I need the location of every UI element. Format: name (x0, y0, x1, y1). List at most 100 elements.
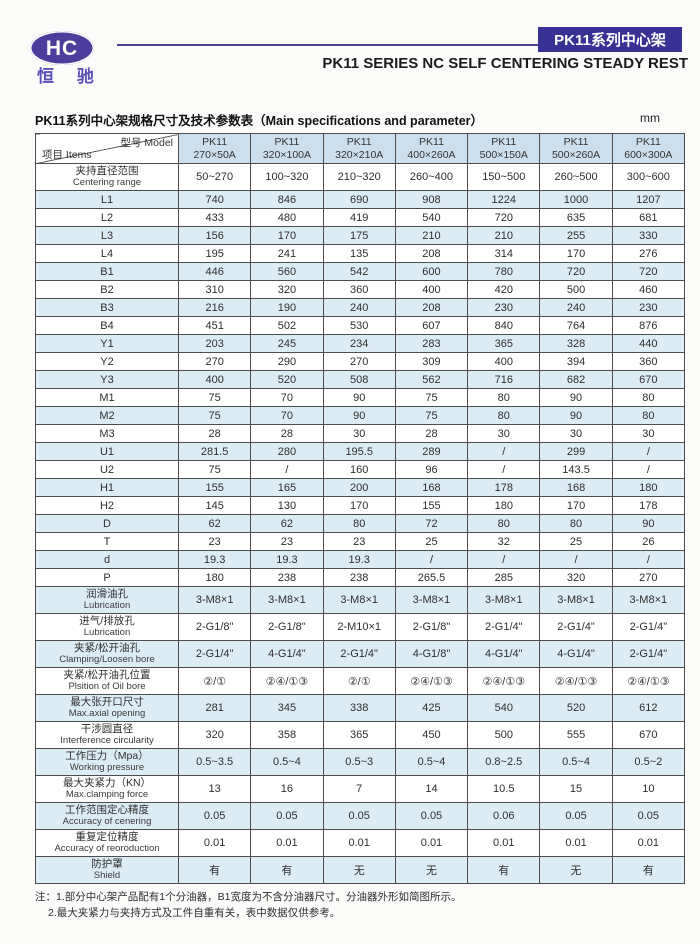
spec-cell: / (611, 442, 686, 461)
spec-cell: 无 (394, 856, 469, 884)
spec-cell: 80 (467, 388, 541, 407)
spec-cell: 90 (611, 514, 686, 533)
table-row: B4 451 502 530 607 840 764 876 (35, 316, 686, 335)
spec-cell: 0.06 (467, 802, 541, 830)
spec-cell: 635 (539, 208, 613, 227)
spec-cell: 365 (322, 721, 396, 749)
spec-cell: 23 (177, 532, 252, 551)
spec-cell: 0.01 (394, 829, 469, 857)
table-row: 夹持直径范围 Centering range 50~270 100~320 210~32… (35, 163, 686, 191)
row-label: Y1 (35, 334, 179, 353)
spec-cell: 10 (611, 775, 686, 803)
table-row: H1 155 165 200 168 178 168 180 (35, 478, 686, 497)
spec-cell: 562 (394, 370, 469, 389)
spec-cell: 155 (394, 496, 469, 515)
table-row: U2 75/160 96/143.5/ (35, 460, 686, 479)
spec-cell: 80 (467, 514, 541, 533)
row-label: D (35, 514, 179, 533)
spec-cell: 13 (177, 775, 252, 803)
spec-cell: 180 (611, 478, 686, 497)
spec-cell: 400 (177, 370, 252, 389)
table-row: P 180 238 238 265.5 285 320 270 (35, 568, 686, 587)
row-label: M2 (35, 406, 179, 425)
spec-cell: 178 (611, 496, 686, 515)
row-label: H2 (35, 496, 179, 515)
spec-cell: 203 (177, 334, 252, 353)
spec-cell: 168 (539, 478, 613, 497)
spec-cell: 2-G1/8" (394, 613, 469, 641)
logo-text: HC (45, 36, 79, 60)
spec-cell: ②④/①③ (467, 667, 541, 695)
spec-cell: 80 (322, 514, 396, 533)
table-row: L4 195 241 135 208 314 170 276 (35, 244, 686, 263)
spec-cell: 有 (611, 856, 686, 884)
row-label: B3 (35, 298, 179, 317)
spec-cell: 3-M8×1 (611, 586, 686, 614)
table-row: 夹紧/松开油孔 Clamping/Loosen bore 2-G1/4" 4-G1/4… (35, 640, 686, 668)
spec-cell: 520 (539, 694, 613, 722)
spec-cell: 0.5~4 (250, 748, 324, 776)
spec-cell: 234 (322, 334, 396, 353)
spec-cell: 23 (250, 532, 324, 551)
spec-cell: 0.05 (322, 802, 396, 830)
spec-cell: 450 (394, 721, 469, 749)
spec-cell: 1207 (611, 190, 686, 209)
spec-cell: 23 (322, 532, 396, 551)
spec-cell: 90 (539, 388, 613, 407)
spec-cell: 670 (611, 721, 686, 749)
spec-cell: 365 (467, 334, 541, 353)
spec-cell: 0.01 (467, 829, 541, 857)
spec-cell: 80 (611, 406, 686, 425)
spec-cell: 716 (467, 370, 541, 389)
spec-cell: 0.05 (611, 802, 686, 830)
spec-cell: 500 (539, 280, 613, 299)
spec-cell: 502 (250, 316, 324, 335)
spec-cell: 10.5 (467, 775, 541, 803)
row-label: 干涉圆直径 Interference circularity (35, 721, 179, 749)
spec-cell: ②④/①③ (611, 667, 686, 695)
row-label: U2 (35, 460, 179, 479)
table-row: B3 216 190 240 208 230 240 230 (35, 298, 686, 317)
spec-cell: 25 (394, 532, 469, 551)
spec-cell: 72 (394, 514, 469, 533)
spec-cell: 540 (467, 694, 541, 722)
table-row: L1 740 846 690 908 1224 1000 1207 (35, 190, 686, 209)
spec-cell: 2-G1/4" (467, 613, 541, 641)
spec-cell: 238 (322, 568, 396, 587)
spec-cell: 289 (394, 442, 469, 461)
spec-cell: 270 (611, 568, 686, 587)
spec-cell: 75 (177, 388, 252, 407)
spec-cell: 0.8~2.5 (467, 748, 541, 776)
spec-cell: 30 (539, 424, 613, 443)
spec-cell: 314 (467, 244, 541, 263)
row-label: 重复定位精度 Accuracy of reoroduction (35, 829, 179, 857)
corner-items-label: 项目 Items (42, 149, 92, 161)
spec-cell: 90 (322, 388, 396, 407)
spec-cell: 270 (322, 352, 396, 371)
table-row: Y1 203 245 234 283 365 328 440 (35, 334, 686, 353)
spec-cell: 740 (177, 190, 252, 209)
row-label: 夹紧/松开油孔 Clamping/Loosen bore (35, 640, 179, 668)
spec-cell: 150~500 (467, 163, 541, 191)
spec-cell: 2-M10×1 (322, 613, 396, 641)
spec-cell: 260~400 (394, 163, 469, 191)
spec-cell: 143.5 (539, 460, 613, 479)
spec-cell: 75 (394, 388, 469, 407)
spec-cell: 265.5 (394, 568, 469, 587)
spec-cell: 876 (611, 316, 686, 335)
table-row: H2 145 130 170 155 180 170 178 (35, 496, 686, 515)
spec-cell: 0.5~4 (394, 748, 469, 776)
spec-cell: / (250, 460, 324, 479)
spec-cell: 160 (322, 460, 396, 479)
spec-cell: 210~320 (322, 163, 396, 191)
spec-cell: 500 (467, 721, 541, 749)
spec-cell: 480 (250, 208, 324, 227)
spec-cell: 720 (611, 262, 686, 281)
table-row: 夹紧/松开油孔位置 Plsition of Oil bore ②/① ②④/①③ ②/①… (35, 667, 686, 695)
spec-cell: 210 (394, 226, 469, 245)
table-row: 润滑油孔 Lubrication 3-M8×1 3-M8×1 3-M8×1 3-M8×1 3… (35, 586, 686, 614)
spec-cell: 840 (467, 316, 541, 335)
spec-cell: 2-G1/4" (322, 640, 396, 668)
column-header: PK11 320×210A (322, 133, 396, 164)
spec-cell: 612 (611, 694, 686, 722)
